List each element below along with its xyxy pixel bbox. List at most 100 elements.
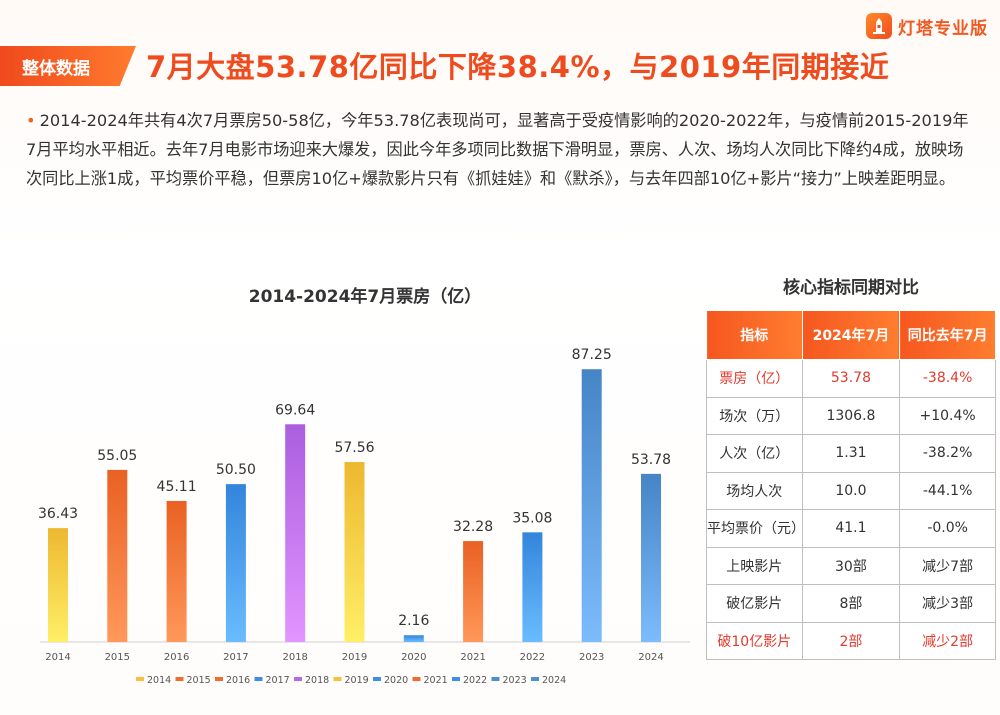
table-row: 人次（亿） 1.31 -38.2% [706,434,996,473]
data-label: 45.11 [157,479,197,495]
legend-swatch [452,677,460,681]
x-tick-label: 2016 [164,652,189,663]
bar-2017 [225,484,246,642]
section-tag: 整体数据 [0,46,136,86]
data-label: 2.16 [398,613,429,629]
header-metric: 指标 [706,310,803,360]
bar-2018 [285,424,306,642]
data-label: 87.25 [572,347,612,363]
cell-metric: 场均人次 [706,471,803,510]
page-headline: 7月大盘53.78亿同比下降38.4%，与2019年同期接近 [146,50,890,84]
table-row: 上映影片 30部 减少7部 [706,546,996,585]
bar-2023 [581,369,602,642]
brand: 灯塔专业版 [866,12,988,40]
bullet-icon: • [26,111,36,130]
table-title: 核心指标同期对比 [783,278,919,298]
lighthouse-logo-icon [866,13,892,39]
cell-metric: 平均票价（元） [706,509,805,548]
legend-label: 2020 [384,675,408,686]
cell-metric: 破10亿影片 [706,621,803,660]
data-label: 55.05 [97,448,137,464]
bar-2019 [344,462,365,642]
cell-yoy: -0.0% [899,509,996,548]
box-office-bar-chart: 36.43 2014 55.05 2015 45.11 2016 50.50 2017 69.6… [38,347,690,686]
legend-label: 2023 [503,675,527,686]
x-tick-label: 2024 [638,652,663,663]
kpi-comparison-table: 指标 2024年7月 同比去年7月 票房（亿） 53.78 -38.4% 场次（万） 1… [706,310,996,660]
x-tick-label: 2019 [342,652,367,663]
x-tick-label: 2014 [45,652,70,663]
bar-2014 [48,528,68,642]
cell-yoy: 减少2部 [899,621,996,660]
legend-swatch [412,677,421,681]
summary-paragraph: • 2014-2024年共有4次7月票房50-58亿，今年53.78亿表现尚可，显… [26,106,976,193]
table-row: 场次（万） 1306.8 +10.4% [706,396,996,435]
legend-swatch [333,677,342,681]
brand-name: 灯塔专业版 [898,18,988,39]
bar-2016 [166,500,187,642]
x-tick-label: 2015 [105,652,130,663]
bar-2022 [522,532,543,642]
cell-yoy: -38.2% [899,434,996,473]
table-row: 票房（亿） 53.78 -38.4% [706,359,996,398]
data-label: 35.08 [512,510,552,526]
legend-label: 2015 [187,675,211,686]
legend-swatch [531,677,539,681]
legend-swatch [491,677,500,681]
x-tick-label: 2018 [282,652,307,663]
table-header-row: 指标 2024年7月 同比去年7月 [706,310,996,360]
cell-yoy: -44.1% [899,471,996,510]
legend-swatch [254,677,263,681]
legend-label: 2024 [542,675,566,686]
x-tick-label: 2022 [520,652,545,663]
table-row: 破亿影片 8部 减少3部 [706,584,996,623]
bar-2021 [463,541,484,642]
bar-2020 [403,635,424,642]
chart-title: 2014-2024年7月票房（亿） [248,287,482,307]
cell-yoy: 减少3部 [899,584,996,623]
cell-metric: 票房（亿） [706,359,803,398]
cell-value: 10.0 [801,471,901,510]
legend-label: 2017 [266,675,290,686]
cell-yoy: 减少7部 [899,546,996,585]
table-row: 平均票价（元） 41.1 -0.0% [706,509,996,548]
cell-yoy: -38.4% [899,359,996,398]
bar-2015 [107,469,128,642]
legend-label: 2016 [226,675,250,686]
x-tick-label: 2021 [460,652,485,663]
table-row: 破10亿影片 2部 减少2部 [706,621,996,660]
legend-swatch [136,677,144,681]
legend-label: 2022 [463,675,487,686]
legend-swatch [373,677,381,681]
legend-swatch [215,677,223,681]
cell-value: 8部 [801,584,901,623]
cell-yoy: +10.4% [899,396,996,435]
data-label: 57.56 [334,440,374,456]
x-tick-label: 2020 [401,652,426,663]
data-label: 50.50 [216,462,256,478]
cell-metric: 人次（亿） [706,434,803,473]
legend-label: 2021 [424,675,448,686]
cell-metric: 破亿影片 [706,584,803,623]
cell-metric: 上映影片 [706,546,803,585]
cell-value: 1306.8 [801,396,901,435]
cell-metric: 场次（万） [706,396,803,435]
legend-label: 2019 [345,675,369,686]
cell-value: 30部 [801,546,901,585]
cell-value: 2部 [801,621,901,660]
table-row: 场均人次 10.0 -44.1% [706,471,996,510]
cell-value: 1.31 [801,434,901,473]
cell-value: 41.1 [801,509,901,548]
cell-value: 53.78 [801,359,901,398]
summary-text: 2014-2024年共有4次7月票房50-58亿，今年53.78亿表现尚可，显著… [26,111,969,188]
header-value: 2024年7月 [801,310,901,360]
data-label: 53.78 [631,452,671,468]
x-tick-label: 2017 [223,652,248,663]
data-label: 36.43 [38,506,78,522]
x-tick-label: 2023 [579,652,604,663]
legend-label: 2018 [305,675,329,686]
bar-2024 [641,473,661,642]
legend-label: 2014 [147,675,171,686]
data-label: 69.64 [275,402,315,418]
data-label: 32.28 [453,519,493,535]
